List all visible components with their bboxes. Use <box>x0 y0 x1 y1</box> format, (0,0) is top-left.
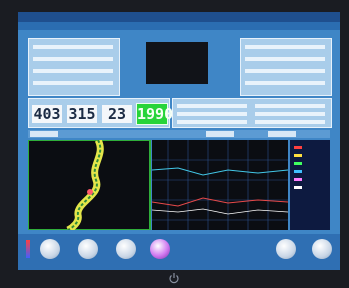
graph-area <box>28 140 330 230</box>
button-bar <box>18 234 340 270</box>
reading: 403 <box>32 105 62 123</box>
reading: 315 <box>67 105 97 123</box>
round-button[interactable] <box>276 239 296 259</box>
status-panel <box>172 98 332 128</box>
round-button[interactable] <box>40 239 60 259</box>
page: 403 315 23 1990 <box>0 0 349 288</box>
control-strip <box>28 130 330 138</box>
reading: 23 <box>102 105 132 123</box>
path-view <box>28 140 150 230</box>
round-button[interactable] <box>78 239 98 259</box>
reading-panel: 403 315 23 1990 <box>28 98 170 128</box>
info-panel-right <box>240 38 332 96</box>
level-indicator <box>26 240 30 258</box>
info-panel-left <box>28 38 120 96</box>
trend-graph <box>152 140 288 230</box>
power-icon[interactable] <box>168 272 180 284</box>
title-bar <box>18 12 340 22</box>
header-strip <box>18 22 340 30</box>
round-button[interactable] <box>150 239 170 259</box>
position-marker <box>87 189 93 195</box>
control-button[interactable] <box>30 131 58 137</box>
legend-panel <box>290 140 330 230</box>
camera-view <box>146 42 208 84</box>
round-button[interactable] <box>116 239 136 259</box>
control-button[interactable] <box>268 131 296 137</box>
screen: 403 315 23 1990 <box>18 12 340 270</box>
highlight-reading: 1990 <box>136 103 168 125</box>
round-button[interactable] <box>312 239 332 259</box>
control-button[interactable] <box>206 131 234 137</box>
